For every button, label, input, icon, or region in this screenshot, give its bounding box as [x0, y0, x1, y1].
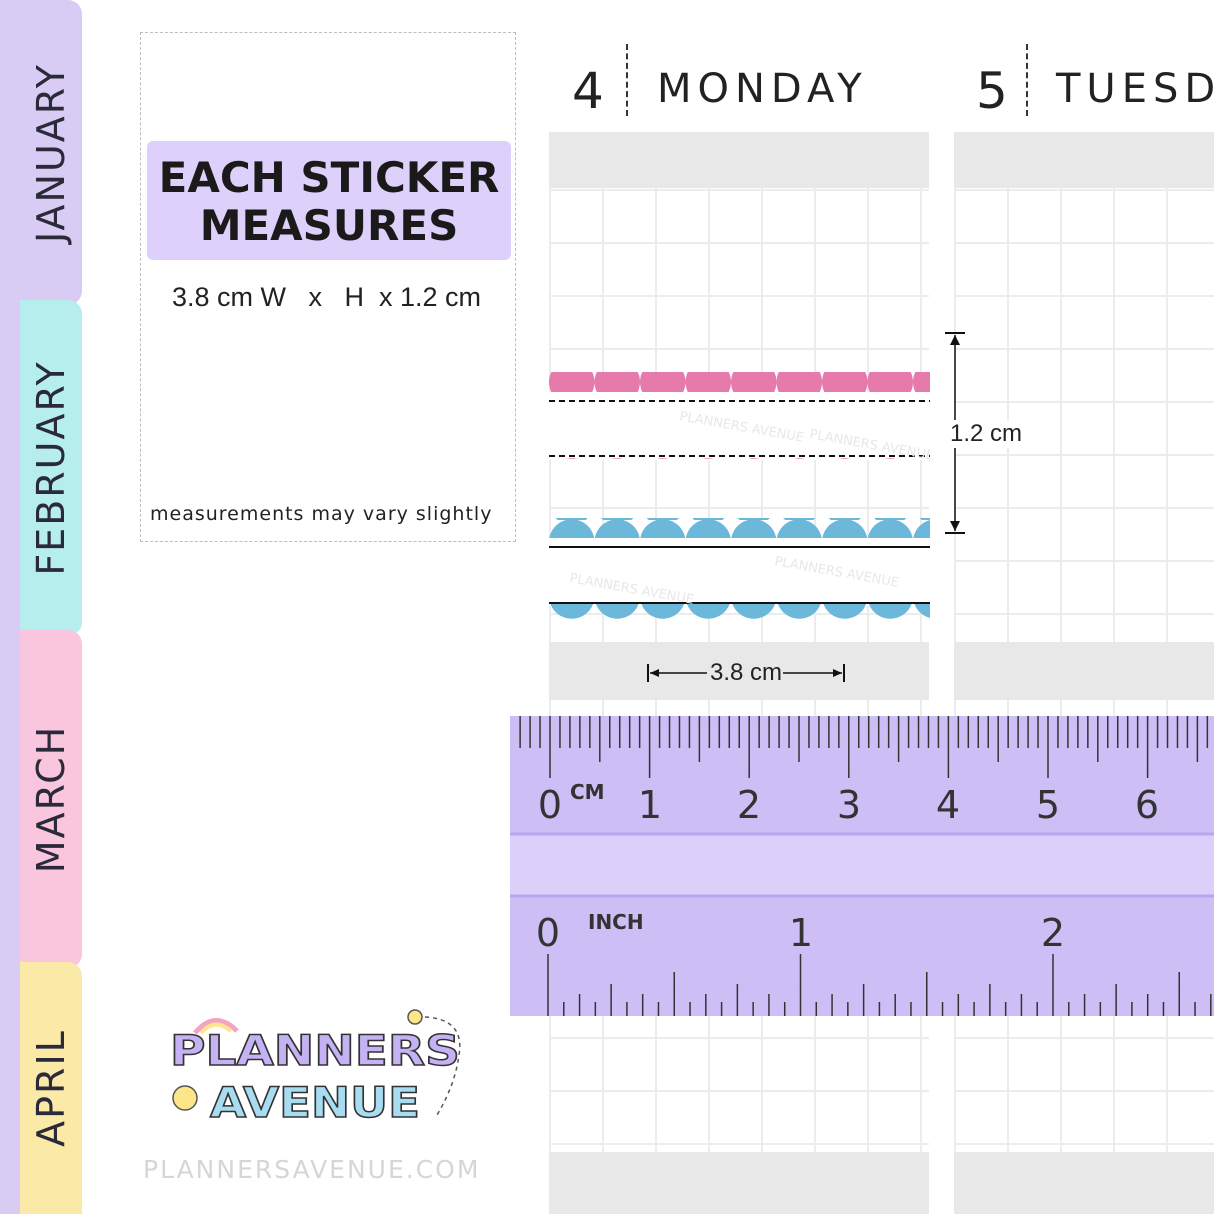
column-header-band	[549, 132, 929, 188]
tab-february[interactable]: FEBRUARY	[20, 300, 82, 636]
column-band	[549, 642, 929, 700]
pink-scallop-sticker: PLANNERS AVENUE PLANNERS AVENUE	[549, 372, 930, 478]
cm-number-0: 0	[538, 783, 562, 827]
measurement-info-box	[140, 32, 516, 542]
logo-line-2: AVENUE	[210, 1078, 420, 1127]
inch-ticks	[547, 954, 1212, 1016]
cm-number-2: 2	[737, 783, 761, 827]
inch-number-2: 2	[1041, 911, 1065, 955]
tab-march-label: MARCH	[29, 724, 73, 874]
column-band	[549, 1152, 929, 1214]
column-header-band	[954, 132, 1214, 188]
tab-april-label: APRIL	[29, 1029, 73, 1147]
scallop-stickers: PLANNERS AVENUE PLANNERS AVENUE PLANNERS…	[549, 372, 930, 624]
measures-heading-line1: EACH STICKER	[158, 153, 500, 202]
measures-heading: EACH STICKER MEASURES	[147, 141, 511, 260]
cm-unit-label: CM	[570, 780, 605, 804]
cm-number-1: 1	[638, 783, 662, 827]
width-measure-arrow	[647, 664, 845, 682]
tab-spine	[0, 0, 22, 1214]
cm-number-4: 4	[936, 783, 960, 827]
blue-scallop-sticker: PLANNERS AVENUE PLANNERS AVENUE	[549, 518, 930, 624]
width-measure-label: 3.8 cm	[710, 659, 783, 686]
ruler: CM INCH 0 1 2 3 4 5 6 0 1 2	[510, 716, 1214, 1016]
inch-number-1: 1	[789, 911, 813, 955]
column-band	[954, 642, 1214, 700]
height-measure-label: 1.2 cm	[950, 420, 1023, 448]
logo-line-1: PLANNERS	[170, 1026, 460, 1075]
day-divider	[626, 44, 628, 116]
planner-column-tuesday	[954, 132, 1214, 1214]
column-band	[954, 1152, 1214, 1214]
tab-april[interactable]: APRIL	[20, 962, 82, 1214]
tab-january[interactable]: JANUARY	[20, 0, 82, 305]
cm-ticks	[519, 716, 1209, 778]
day-name-monday: MONDAY	[657, 66, 868, 112]
planner-column-monday	[549, 132, 929, 1214]
cm-number-5: 5	[1036, 783, 1060, 827]
day-number-tuesday: 5	[976, 62, 1008, 120]
sticker-dimensions: 3.8 cm W x H x 1.2 cm	[172, 282, 482, 312]
day-number-monday: 4	[572, 62, 604, 120]
measures-heading-line2: MEASURES	[199, 201, 459, 250]
planners-avenue-logo: PLANNERS AVENUE	[169, 1009, 461, 1128]
day-divider	[1026, 44, 1028, 116]
tab-january-label: JANUARY	[29, 62, 73, 243]
inch-number-0: 0	[536, 911, 560, 955]
day-name-tuesday: TUESD	[1056, 66, 1214, 112]
website-url: PLANNERSAVENUE.COM	[143, 1155, 481, 1184]
cm-number-6: 6	[1135, 783, 1159, 827]
measurement-note: measurements may vary slightly	[150, 503, 493, 525]
tab-february-label: FEBRUARY	[29, 360, 73, 576]
cm-number-3: 3	[837, 783, 861, 827]
tab-march[interactable]: MARCH	[20, 630, 82, 968]
inch-unit-label: INCH	[588, 910, 644, 934]
